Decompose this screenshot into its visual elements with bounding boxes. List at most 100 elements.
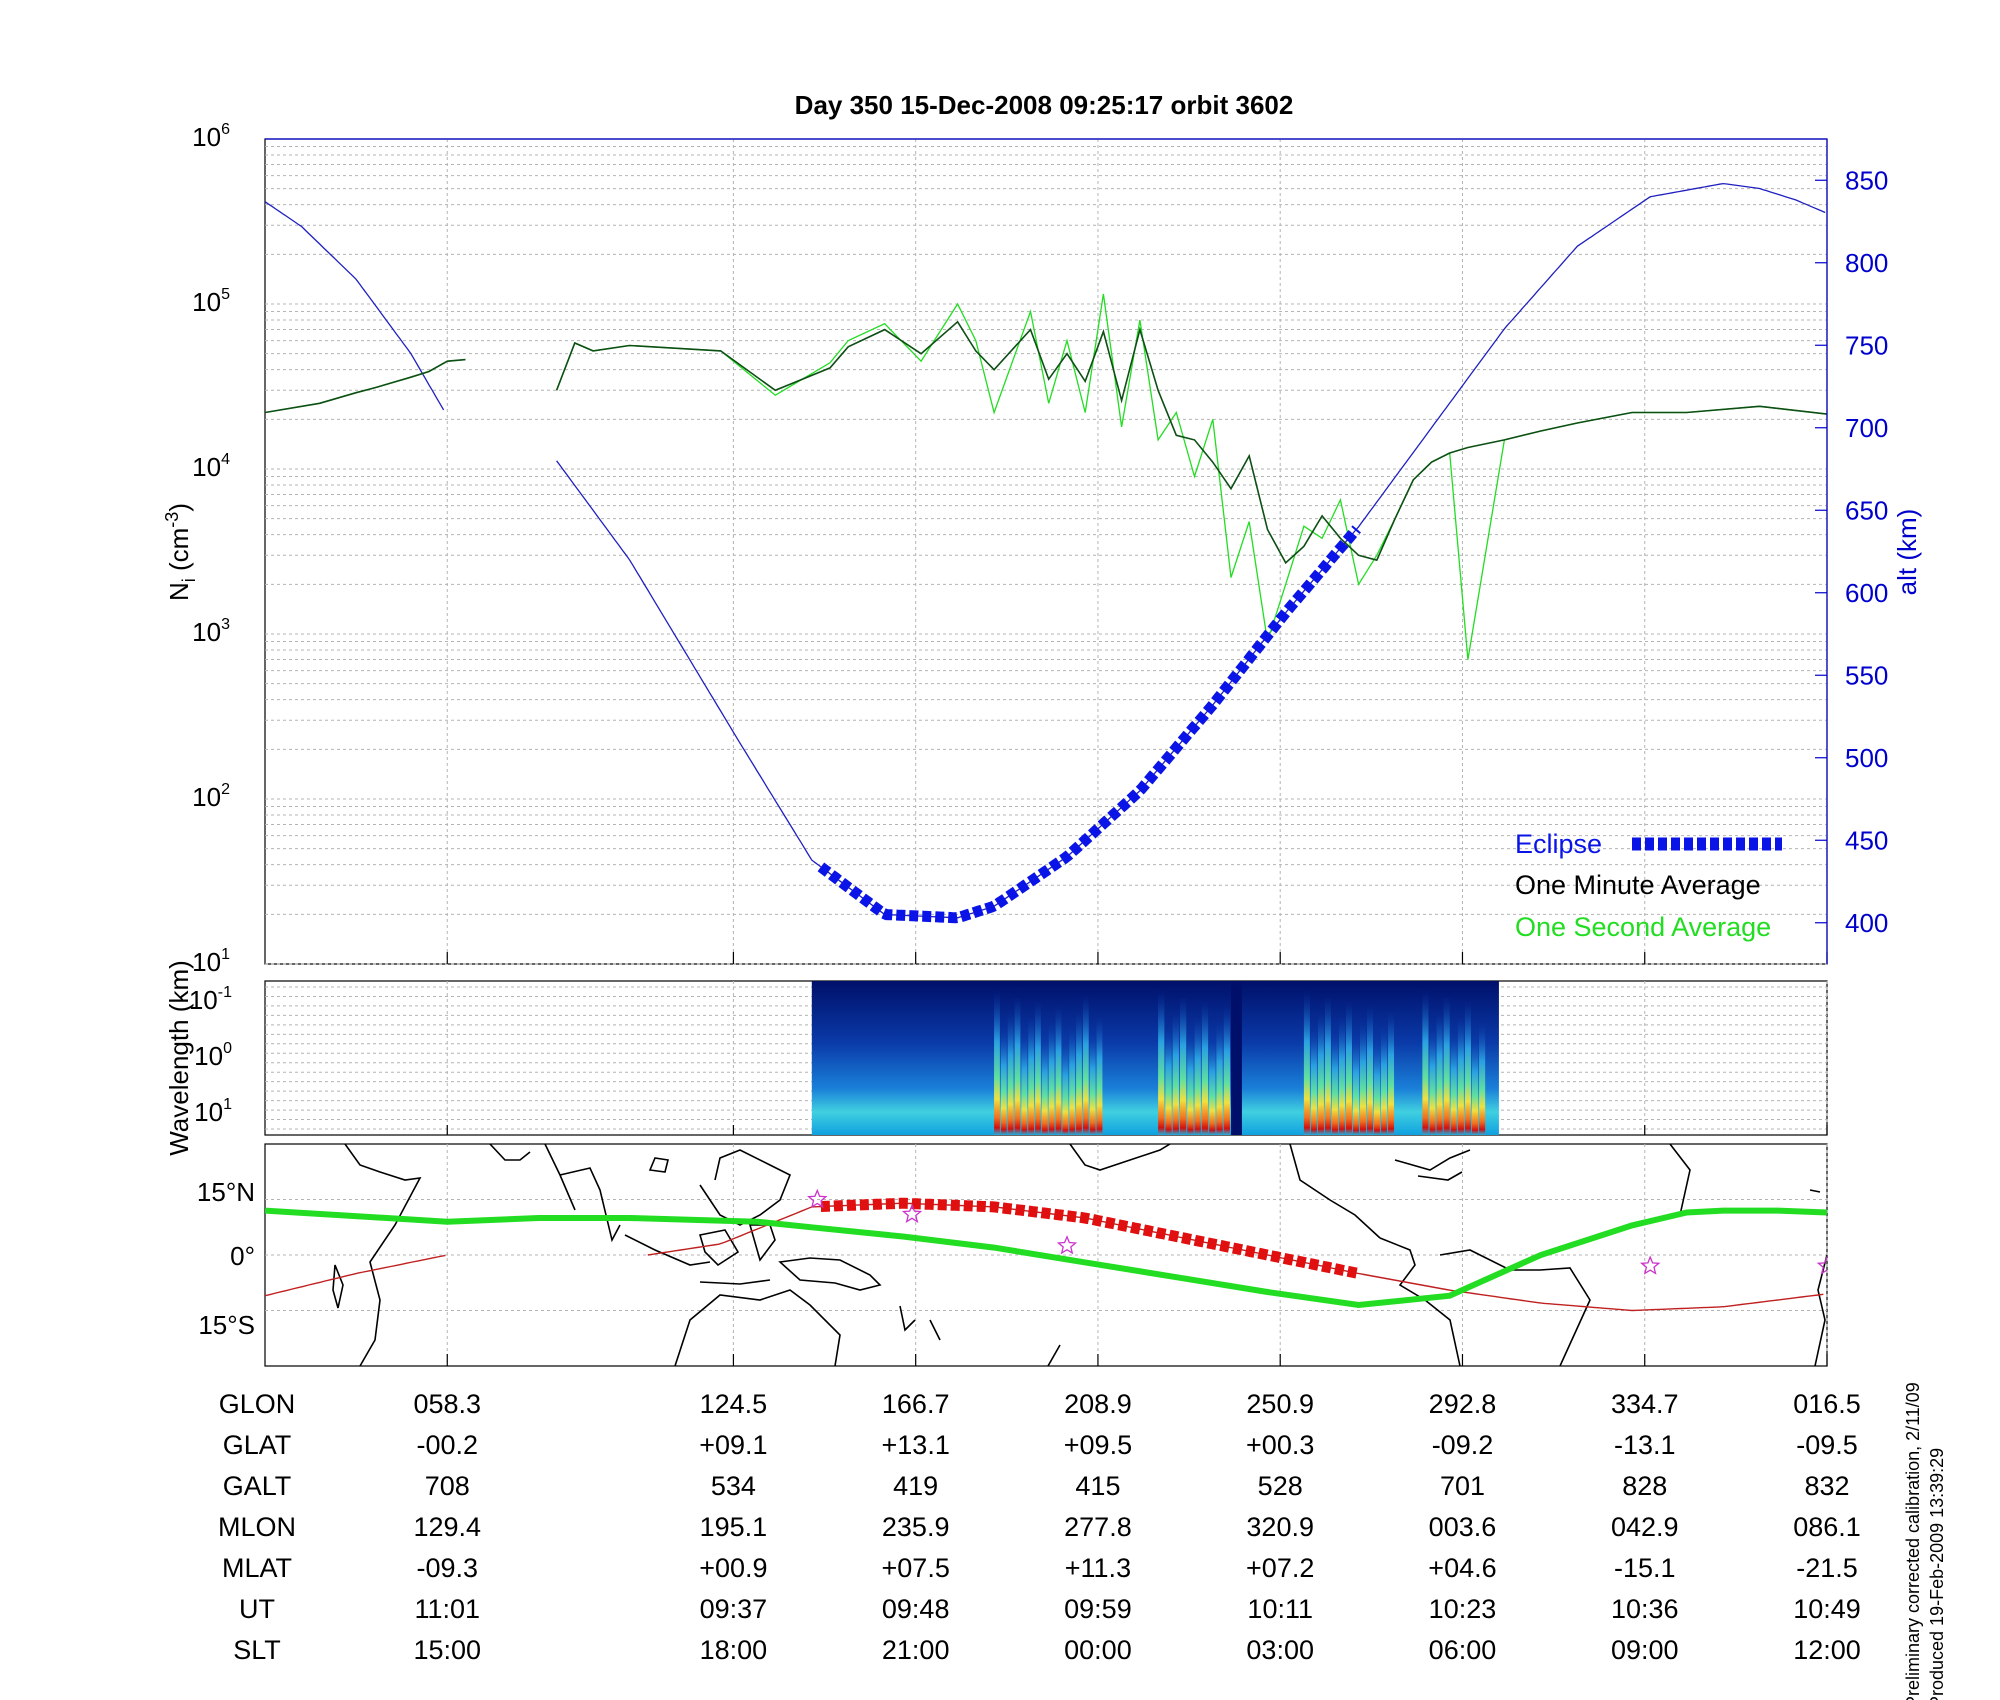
map-ytick-0: 0° — [230, 1241, 255, 1271]
position-markers — [807, 1188, 1827, 1275]
table-cell: +09.5 — [1064, 1430, 1132, 1460]
footer-calibration-note: Preliminary corrected calibration, 2/11/… — [1903, 1382, 1923, 1700]
spectrogram-burst — [1069, 1027, 1076, 1135]
position-star — [1056, 1235, 1078, 1255]
one-minute-average-line-part-2 — [555, 320, 1827, 565]
table-cell: 11:01 — [414, 1594, 480, 1624]
table-cell: -09.5 — [1796, 1430, 1858, 1460]
map-ytick-15n: 15°N — [197, 1177, 255, 1207]
spectrogram-burst — [1041, 1038, 1048, 1135]
alt-tick-label: 500 — [1845, 743, 1888, 773]
spectrogram-burst — [1443, 996, 1450, 1135]
spectrogram-burst — [994, 991, 1000, 1135]
alt-tick-label: 700 — [1845, 413, 1888, 443]
spectrogram-burst — [1471, 1038, 1479, 1135]
spectrogram-burst — [1201, 1001, 1209, 1135]
spectrogram-burst — [1457, 1017, 1464, 1135]
table-cell: 129.4 — [413, 1512, 481, 1542]
spectrogram-burst — [1317, 1012, 1324, 1135]
spectrogram-data — [811, 981, 1499, 1135]
alt-tick-label: 450 — [1845, 825, 1888, 855]
spectrogram-burst — [1366, 1006, 1374, 1135]
spectrogram-burst — [1158, 991, 1165, 1135]
table-cell: 10:11 — [1247, 1594, 1313, 1624]
ytick-1e5: 105 — [192, 286, 230, 317]
spectrogram-burst — [1345, 1001, 1352, 1135]
spectrogram-burst — [1331, 1033, 1338, 1135]
spectrogram-panel: 10-1 100 101 Wavelength (km) — [164, 960, 1828, 1156]
table-cell: 10:49 — [1793, 1594, 1861, 1624]
legend: Eclipse One Minute Average One Second Av… — [1515, 829, 1782, 942]
spectrogram-burst — [1479, 1022, 1486, 1135]
alt-tick-label: 850 — [1845, 165, 1888, 195]
ground-track-line — [265, 1207, 1827, 1309]
table-cell: +04.6 — [1428, 1553, 1496, 1583]
table-cell: 21:00 — [882, 1635, 950, 1665]
table-cell: 042.9 — [1611, 1512, 1679, 1542]
legend-second-label: One Second Average — [1515, 912, 1771, 942]
altitude-axis-label: alt (km) — [1892, 509, 1922, 596]
table-cell: 03:00 — [1246, 1635, 1314, 1665]
table-row-label: SLT — [233, 1635, 281, 1665]
table-cell: 016.5 — [1793, 1389, 1861, 1419]
table-cell: -09.2 — [1432, 1430, 1494, 1460]
table-row-label: MLON — [218, 1512, 296, 1542]
table-cell: +07.2 — [1246, 1553, 1314, 1583]
spectrogram-burst — [1172, 1012, 1179, 1135]
table-cell: 534 — [711, 1471, 756, 1501]
table-cell: -00.2 — [416, 1430, 478, 1460]
spectrogram-burst — [1338, 1017, 1345, 1135]
density-y-axis: 101 102 103 104 105 106 Ni (cm-3) — [162, 121, 230, 977]
table-cell: 701 — [1440, 1471, 1485, 1501]
alt-tick-label: 800 — [1845, 248, 1888, 278]
table-row-label: GLON — [219, 1389, 296, 1419]
spectrogram-burst — [1359, 1022, 1366, 1135]
map-ytick-15s: 15°S — [198, 1310, 255, 1340]
spectrogram-burst — [1021, 1033, 1028, 1135]
eclipse-segment — [817, 525, 1361, 924]
table-cell: +13.1 — [882, 1430, 950, 1460]
alt-tick-label: 550 — [1845, 660, 1888, 690]
table-cell: 003.6 — [1429, 1512, 1497, 1542]
spectrogram-burst — [1179, 996, 1187, 1135]
one-minute-average-line — [265, 358, 466, 414]
spectrogram-burst — [1303, 991, 1310, 1135]
table-cell: 208.9 — [1064, 1389, 1132, 1419]
table-cell: +07.5 — [882, 1553, 950, 1583]
table-cell: 235.9 — [882, 1512, 950, 1542]
table-cell: 09:00 — [1611, 1635, 1679, 1665]
table-cell: +00.9 — [699, 1553, 767, 1583]
spectrogram-burst — [1187, 1033, 1194, 1135]
alt-tick-label: 650 — [1845, 495, 1888, 525]
spectrogram-burst — [1324, 996, 1331, 1135]
table-row-label: GALT — [223, 1471, 292, 1501]
table-cell: 10:23 — [1429, 1594, 1497, 1624]
table-cell: 292.8 — [1429, 1389, 1497, 1419]
table-cell: 334.7 — [1611, 1389, 1679, 1419]
table-cell: 086.1 — [1793, 1512, 1861, 1542]
table-cell: 09:59 — [1064, 1594, 1132, 1624]
spectrogram-burst — [1076, 1011, 1082, 1135]
table-cell: 058.3 — [413, 1389, 481, 1419]
spectrogram-burst — [1374, 1043, 1381, 1135]
table-cell: 828 — [1622, 1471, 1667, 1501]
table-cell: +11.3 — [1065, 1553, 1131, 1583]
alt-tick-label: 600 — [1845, 578, 1888, 608]
legend-minute-label: One Minute Average — [1515, 870, 1761, 900]
spectro-ytick-1: 10-1 — [189, 984, 232, 1015]
table-cell: 320.9 — [1246, 1512, 1314, 1542]
density-panel: 101 102 103 104 105 106 Ni (cm-3) 400 450… — [162, 121, 1922, 977]
table-cell: 195.1 — [700, 1512, 768, 1542]
spectrogram-burst — [1194, 1017, 1201, 1135]
ytick-1e3: 103 — [192, 616, 230, 647]
position-star — [901, 1203, 923, 1223]
spectrogram-burst — [1381, 1027, 1388, 1135]
table-cell: 166.7 — [882, 1389, 950, 1419]
spectrogram-burst — [1422, 991, 1429, 1135]
table-cell: 00:00 — [1064, 1635, 1132, 1665]
table-cell: 528 — [1258, 1471, 1303, 1501]
table-cell: -15.1 — [1614, 1553, 1676, 1583]
spectrogram-burst — [1007, 1012, 1014, 1135]
table-cell: 250.9 — [1246, 1389, 1314, 1419]
spectrogram-burst — [1209, 1038, 1216, 1135]
